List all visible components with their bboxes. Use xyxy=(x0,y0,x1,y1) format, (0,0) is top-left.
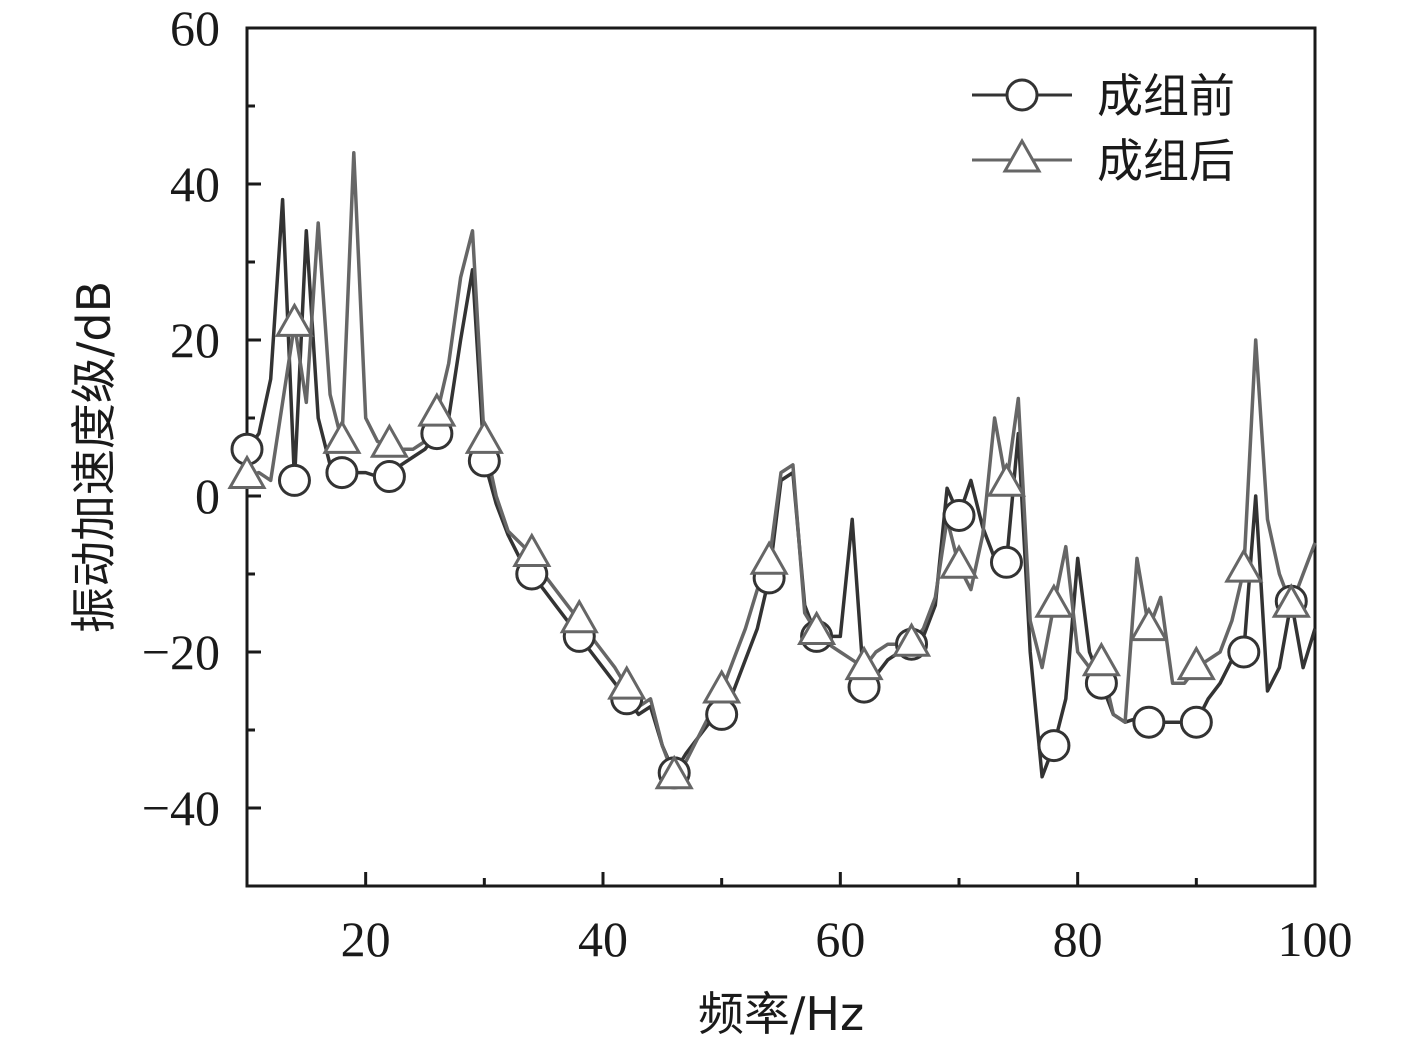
x-axis-title: 频率/Hz xyxy=(698,987,864,1041)
data-point-triangle xyxy=(797,610,837,645)
data-point-circle xyxy=(1179,705,1213,739)
series-layer xyxy=(227,151,1317,790)
data-point-triangle xyxy=(1271,583,1311,618)
x-tick-label: 60 xyxy=(815,911,865,967)
data-point-triangle xyxy=(369,423,409,458)
axis-ticks xyxy=(245,26,1317,888)
y-tick-label: 60 xyxy=(170,0,220,56)
x-tick-label: 20 xyxy=(341,911,391,967)
data-point-circle xyxy=(705,697,739,731)
y-axis-title: 振动加速度级/dB xyxy=(67,281,121,633)
data-point-triangle xyxy=(702,668,742,704)
data-point-triangle xyxy=(607,665,647,700)
data-point-triangle xyxy=(322,419,362,454)
data-point-triangle xyxy=(274,302,315,337)
data-point-triangle xyxy=(654,754,694,790)
data-point-triangle xyxy=(464,419,504,454)
data-point-circle xyxy=(1037,729,1071,763)
data-point-triangle xyxy=(417,392,457,427)
data-point-triangle xyxy=(891,622,932,657)
data-point-triangle xyxy=(1081,641,1121,677)
y-tick-label: 0 xyxy=(195,468,220,524)
legend-marker-circle xyxy=(1005,78,1039,112)
x-tick-label: 100 xyxy=(1278,911,1353,967)
data-point-circle xyxy=(372,460,406,493)
data-point-triangle xyxy=(939,544,979,579)
data-point-triangle xyxy=(512,532,552,567)
legend-label-after: 成组后 xyxy=(1097,134,1235,188)
data-point-circle xyxy=(989,545,1023,579)
data-point-triangle xyxy=(986,462,1027,497)
y-tick-labels: −40 −20 0 20 40 60 xyxy=(142,0,220,836)
data-point-triangle xyxy=(1129,606,1169,642)
legend-marker-triangle xyxy=(1002,137,1042,173)
x-tick-labels: 20 40 60 80 100 xyxy=(341,911,1353,967)
legend: 成组前 成组后 xyxy=(972,69,1235,188)
series-line-2 xyxy=(246,151,1317,779)
data-point-circle xyxy=(1132,705,1166,739)
data-point-triangle xyxy=(844,645,884,681)
data-point-triangle xyxy=(1176,645,1216,681)
data-point-triangle xyxy=(1224,548,1264,583)
y-tick-label: 40 xyxy=(170,156,220,212)
y-tick-label: 20 xyxy=(170,312,220,368)
data-point-circle xyxy=(942,499,976,532)
series-line-1 xyxy=(245,197,1317,779)
data-point-triangle xyxy=(749,540,789,575)
x-tick-label: 80 xyxy=(1053,911,1103,967)
data-point-circle xyxy=(325,456,359,490)
data-point-triangle xyxy=(559,598,599,634)
data-point-triangle xyxy=(227,454,267,489)
y-tick-label: −20 xyxy=(142,624,220,680)
data-point-triangle xyxy=(1034,583,1074,618)
data-point-circle xyxy=(277,463,311,497)
data-point-circle xyxy=(1227,635,1261,669)
x-tick-label: 40 xyxy=(578,911,628,967)
y-tick-label: −40 xyxy=(142,780,220,836)
legend-label-before: 成组前 xyxy=(1097,69,1235,123)
